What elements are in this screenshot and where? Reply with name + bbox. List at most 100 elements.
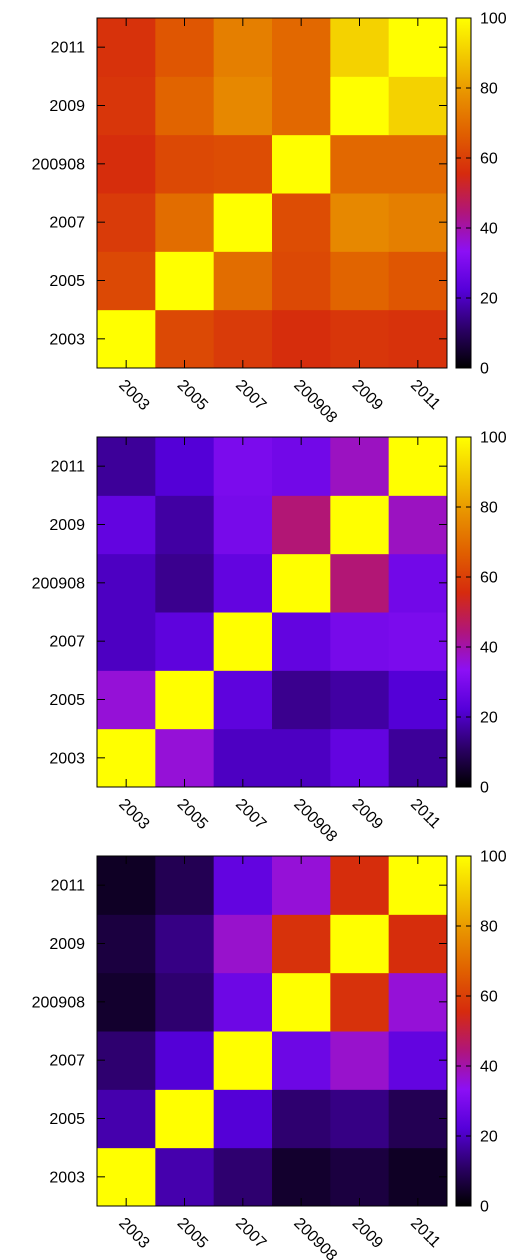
y-tick-label: 2003 [49,331,85,348]
heatmap-cell-200908-2009 [330,134,390,194]
heatmap-cell-2011-2003 [97,18,156,77]
heatmap-cell-2005-2011 [388,670,448,730]
colorbar-tick-label: 40 [480,640,498,657]
y-tick-label: 2005 [49,692,85,709]
heatmap-cell-2005-2005 [155,1089,215,1149]
x-tick-label: 2003 [115,377,152,414]
x-tick-label: 2011 [407,377,443,413]
heatmap-cell-2007-200908 [272,193,331,252]
heatmap-cells [97,856,448,1207]
heatmap-cell-2011-200908 [272,437,331,496]
heatmap-cell-2011-2005 [155,18,215,77]
x-tick-label: 2005 [174,1215,211,1252]
heatmap-cell-200908-2011 [388,972,448,1032]
heatmap-cell-2007-2009 [330,193,390,252]
x-tick-label: 2009 [349,1215,386,1252]
heatmap-cell-2009-2009 [330,495,390,555]
heatmap-cell-2009-2005 [155,76,215,136]
heatmap-cell-2005-2003 [97,670,156,730]
x-tick-label: 2009 [349,377,386,414]
heatmap-cell-2003-2007 [213,309,273,369]
colorbar-tick-label: 80 [480,81,498,98]
heatmap-cell-2003-2011 [388,728,448,788]
heatmap-cell-2003-2011 [388,309,448,369]
y-tick-label: 2007 [49,215,85,232]
plot-frame [96,17,448,369]
x-tick-label: 2011 [407,796,443,832]
x-tick-label: 2007 [232,377,269,414]
heatmap-cell-2011-2009 [330,437,390,496]
heatmap-cell-200908-2007 [213,972,273,1032]
colorbar [455,436,472,788]
heatmap-cell-2007-2003 [97,193,156,252]
heatmap-cell-2009-200908 [272,914,331,974]
y-tick-label: 2011 [51,40,86,57]
heatmap-cell-2009-2011 [388,76,448,136]
heatmap-cell-2011-2011 [388,437,448,496]
heatmap-cell-2007-200908 [272,612,331,671]
heatmap-cell-2005-2007 [213,251,273,311]
heatmap-cell-2007-2009 [330,1031,390,1090]
heatmap-cell-2005-2003 [97,1089,156,1149]
heatmap-cell-2003-2003 [97,728,156,788]
heatmap-cell-200908-2007 [213,553,273,613]
heatmap-cells [97,437,448,788]
heatmap-cell-2011-200908 [272,856,331,915]
heatmap-cell-200908-200908 [272,972,331,1032]
heatmap-cell-2009-200908 [272,495,331,555]
colorbar-tick-label: 100 [480,849,507,866]
colorbar [455,17,472,369]
colorbar-tick-label: 60 [480,989,498,1006]
colorbar-tick-label: 40 [480,221,498,238]
heatmap-cell-2007-2005 [155,193,215,252]
heatmap-cell-2003-2003 [97,1147,156,1207]
colorbar-tick-label: 60 [480,570,498,587]
heatmap-cell-2003-2009 [330,728,390,788]
colorbar-tick-label: 100 [480,11,507,28]
heatmap-cell-2011-2009 [330,18,390,77]
colorbar-tick-label: 60 [480,151,498,168]
plot-frame [96,855,448,1207]
heatmap-cell-200908-2007 [213,134,273,194]
colorbar-tick-label: 20 [480,710,498,727]
y-tick-label: 2009 [49,936,85,953]
x-tick-label: 2005 [174,796,211,833]
heatmap-cell-2003-2009 [330,1147,390,1207]
heatmap-cell-2011-2007 [213,18,273,77]
heatmap-cell-2007-2005 [155,612,215,671]
heatmap-cell-200908-2005 [155,972,215,1032]
x-tick-label: 200908 [290,377,340,427]
heatmap-cells [97,18,448,369]
heatmap-cell-2009-2011 [388,914,448,974]
colorbar-tick-label: 80 [480,919,498,936]
heatmap-cell-2005-2007 [213,670,273,730]
heatmap-cell-2007-2005 [155,1031,215,1090]
heatmap-cell-2003-2005 [155,309,215,369]
y-tick-label: 2011 [51,459,86,476]
y-tick-label: 2007 [49,1053,85,1070]
heatmap-cell-2003-200908 [272,309,331,369]
y-tick-label: 200908 [32,156,85,173]
heatmap-cell-2009-2009 [330,914,390,974]
y-tick-label: 2011 [51,878,86,895]
heatmap-cell-2009-2007 [213,914,273,974]
heatmap-cell-2005-2005 [155,251,215,311]
colorbar-tick-label: 40 [480,1059,498,1076]
heatmap-cell-2007-2009 [330,612,390,671]
y-tick-label: 2003 [49,1169,85,1186]
y-tick-label: 200908 [32,994,85,1011]
heatmap-cell-2003-2011 [388,1147,448,1207]
colorbar-tick-label: 0 [480,361,489,378]
heatmap-cell-200908-200908 [272,553,331,613]
colorbar-tick-label: 0 [480,1199,489,1216]
heatmap-cell-2005-200908 [272,670,331,730]
heatmap-cell-200908-200908 [272,134,331,194]
colorbar [455,855,472,1207]
heatmap-cell-2011-2003 [97,437,156,496]
x-tick-label: 2009 [349,796,386,833]
x-tick-label: 2005 [174,377,211,414]
heatmap-cell-200908-2011 [388,553,448,613]
heatmap-cell-2011-2011 [388,856,448,915]
